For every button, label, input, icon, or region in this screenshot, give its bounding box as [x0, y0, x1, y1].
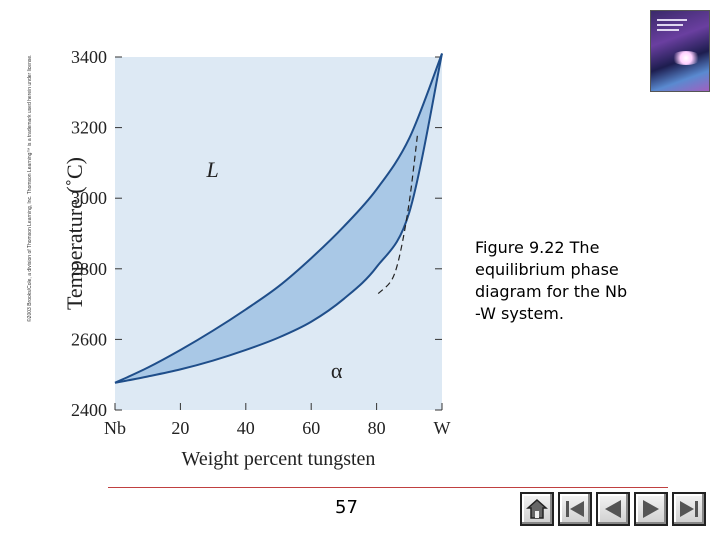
first-slide-button[interactable]: [558, 492, 592, 526]
caption-line: equilibrium phase: [475, 260, 619, 279]
x-tick-label: 20: [171, 418, 189, 438]
two-phase-region: [115, 53, 442, 383]
next-icon: [643, 500, 659, 518]
next-slide-button[interactable]: [634, 492, 668, 526]
previous-slide-button[interactable]: [596, 492, 630, 526]
x-axis-label: Weight percent tungsten: [182, 448, 376, 470]
y-tick-label: 2600: [71, 329, 107, 349]
solidus-curve: [114, 53, 443, 384]
y-tick-label: 2400: [71, 400, 107, 420]
metastable-dashed-curve: [377, 134, 419, 294]
previous-icon: [605, 500, 621, 518]
x-tick-label: 60: [302, 418, 320, 438]
caption-line: Figure 9.22 The: [475, 238, 600, 257]
x-tick-label: Nb: [104, 418, 126, 438]
skip-back-icon: [566, 501, 584, 517]
caption-line: diagram for the Nb: [475, 282, 628, 301]
y-axis-label: Temperature (˚C): [62, 157, 87, 310]
y-tick-label: 3000: [71, 188, 107, 208]
last-slide-button[interactable]: [672, 492, 706, 526]
solid-region-label: α: [331, 358, 343, 383]
y-tick-label: 3200: [71, 118, 107, 138]
skip-forward-icon: [680, 501, 698, 517]
home-icon: [526, 498, 548, 519]
page-number: 57: [335, 497, 358, 518]
y-tick-label: 2800: [71, 259, 107, 279]
caption-line: -W system.: [475, 304, 564, 323]
x-tick-label: 40: [237, 418, 255, 438]
book-cover-image: [650, 10, 710, 92]
x-tick-label: 80: [368, 418, 386, 438]
home-button[interactable]: [520, 492, 554, 526]
x-tick-label: W: [434, 418, 451, 438]
figure-caption: Figure 9.22 The equilibrium phase diagra…: [475, 237, 675, 325]
y-tick-label: 3400: [71, 47, 107, 67]
liquidus-curve: [114, 53, 443, 384]
liquid-region-label: L: [206, 157, 219, 182]
footer-divider: [108, 487, 668, 488]
